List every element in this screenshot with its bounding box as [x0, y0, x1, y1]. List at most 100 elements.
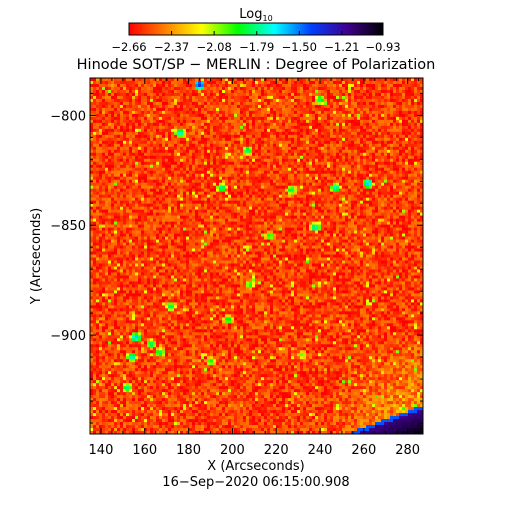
heatmap-cell	[375, 95, 379, 100]
heatmap-cell	[234, 116, 238, 121]
heatmap-cell	[327, 128, 331, 133]
heatmap-cell	[207, 101, 211, 106]
heatmap-cell	[117, 134, 121, 139]
heatmap-cell	[216, 176, 220, 181]
heatmap-cell	[324, 179, 328, 184]
heatmap-cell	[135, 92, 139, 97]
heatmap-cell	[387, 134, 391, 139]
heatmap-cell	[234, 185, 238, 190]
heatmap-cell	[363, 83, 367, 88]
heatmap-cell	[414, 104, 418, 109]
heatmap-cell	[213, 101, 217, 106]
heatmap-cell	[399, 116, 403, 121]
heatmap-cell	[102, 191, 106, 196]
heatmap-cell	[237, 176, 241, 181]
heatmap-cell	[336, 134, 340, 139]
heatmap-cell	[294, 161, 298, 166]
heatmap-cell	[420, 101, 423, 106]
heatmap-cell	[342, 137, 346, 142]
heatmap-cell	[402, 164, 406, 169]
heatmap-cell	[126, 101, 130, 106]
heatmap-cell	[324, 125, 328, 130]
heatmap-cell	[114, 188, 118, 193]
heatmap-cell	[276, 137, 280, 142]
heatmap-cell	[126, 167, 130, 172]
heatmap-cell	[204, 200, 208, 204]
heatmap-cell	[405, 167, 409, 172]
heatmap-cell	[336, 95, 340, 100]
heatmap-cell	[249, 149, 253, 154]
heatmap-cell	[285, 164, 289, 169]
heatmap-cell	[327, 116, 331, 121]
heatmap-cell	[126, 107, 130, 112]
heatmap-cell	[420, 176, 423, 181]
heatmap-cell	[261, 161, 265, 166]
heatmap-cell	[387, 170, 391, 175]
heatmap-cell	[330, 80, 334, 85]
heatmap-cell	[381, 200, 385, 204]
heatmap-cell	[378, 188, 382, 193]
heatmap-cell	[237, 188, 241, 193]
heatmap-cell	[249, 113, 253, 118]
heatmap-cell	[393, 101, 397, 106]
heatmap-cell	[162, 197, 166, 201]
heatmap-cell	[177, 179, 181, 184]
heatmap-cell	[276, 200, 280, 204]
heatmap-cell	[159, 95, 163, 100]
heatmap-cell	[186, 194, 190, 199]
heatmap-cell	[399, 89, 403, 94]
heatmap-cell	[396, 197, 400, 201]
heatmap-cell	[114, 176, 118, 181]
heatmap-cell	[255, 197, 259, 201]
heatmap-cell	[117, 176, 121, 181]
heatmap-cell	[153, 122, 157, 127]
heatmap-cell	[417, 92, 421, 97]
heatmap-cell	[201, 113, 205, 118]
heatmap-cell	[171, 197, 175, 201]
heatmap-cell	[420, 206, 423, 210]
heatmap-cell	[219, 104, 223, 109]
heatmap-cell	[99, 143, 103, 148]
heatmap-cell	[135, 155, 139, 160]
heatmap-cell	[300, 173, 304, 178]
heatmap-cell	[168, 194, 172, 199]
heatmap-cell	[264, 122, 268, 127]
heatmap-cell	[333, 134, 337, 139]
heatmap-cell	[177, 125, 181, 130]
heatmap-cell	[210, 143, 214, 148]
heatmap-cell	[216, 78, 220, 82]
heatmap-cell	[210, 158, 214, 163]
heatmap-cell	[198, 164, 202, 169]
heatmap-cell	[357, 122, 361, 127]
heatmap-cell	[282, 116, 286, 121]
heatmap-cell	[99, 155, 103, 160]
heatmap-cell	[90, 182, 94, 187]
heatmap-cell	[192, 197, 196, 201]
heatmap-cell	[249, 119, 253, 124]
heatmap-cell	[132, 122, 136, 127]
heatmap-cell	[399, 182, 403, 187]
heatmap-cell	[339, 134, 343, 139]
heatmap-cell	[339, 149, 343, 154]
heatmap-cell	[108, 164, 112, 169]
heatmap-cell	[393, 194, 397, 199]
heatmap-cell	[399, 155, 403, 160]
heatmap-cell	[246, 149, 250, 154]
heatmap-cell	[207, 80, 211, 85]
heatmap-cell	[255, 122, 259, 127]
heatmap-cell	[396, 104, 400, 109]
heatmap-cell	[174, 89, 178, 94]
heatmap-cell	[417, 191, 421, 196]
heatmap-cell	[147, 146, 151, 151]
heatmap-cell	[351, 206, 355, 210]
heatmap-cell	[150, 83, 154, 88]
heatmap-cell	[264, 191, 268, 196]
heatmap-cell	[276, 170, 280, 175]
heatmap-cell	[336, 146, 340, 151]
heatmap-cell	[408, 191, 412, 196]
heatmap-cell	[105, 134, 109, 139]
heatmap-cell	[294, 92, 298, 97]
heatmap-cell	[417, 80, 421, 85]
heatmap-cell	[363, 191, 367, 196]
heatmap-cell	[399, 173, 403, 178]
